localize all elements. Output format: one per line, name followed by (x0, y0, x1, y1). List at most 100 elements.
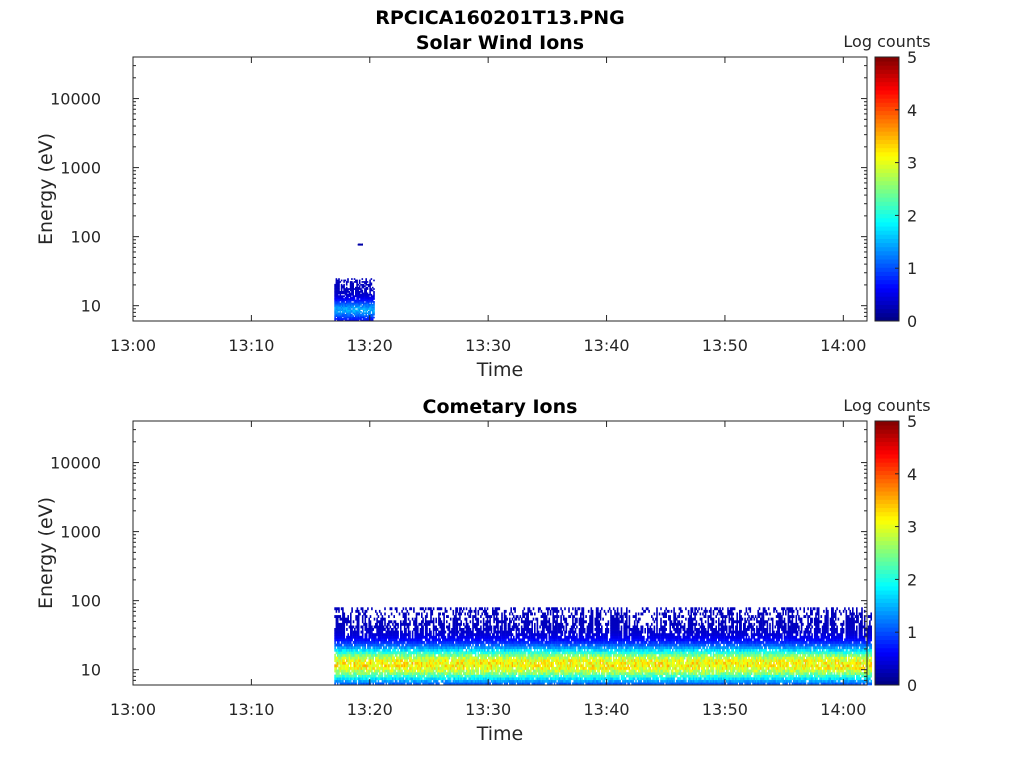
heatmap-cell (526, 672, 528, 675)
heatmap-cell (443, 664, 445, 668)
heatmap-cell (350, 646, 352, 650)
heatmap-cell (439, 666, 441, 670)
heatmap-cell (499, 638, 502, 642)
heatmap-cell (356, 664, 359, 668)
heatmap-cell (371, 309, 374, 312)
heatmap-cell (520, 617, 523, 621)
heatmap-cell (403, 659, 406, 662)
heatmap-cell (459, 664, 461, 668)
heatmap-cell (365, 311, 367, 313)
heatmap-cell (484, 653, 486, 657)
heatmap-cell (336, 674, 339, 678)
heatmap-cell (353, 316, 356, 319)
heatmap-cell (459, 677, 461, 681)
heatmap-cell (430, 659, 432, 662)
heatmap-cell (524, 661, 527, 665)
heatmap-cell (510, 628, 512, 631)
heatmap-cell (507, 674, 510, 678)
heatmap-cell (418, 659, 420, 662)
heatmap-cell (336, 282, 339, 285)
heatmap-cell (457, 679, 460, 683)
heatmap-cell (548, 630, 551, 634)
heatmap-cell (403, 635, 406, 639)
heatmap-cell (427, 651, 430, 655)
heatmap-cell (368, 295, 370, 297)
heatmap-cell (355, 306, 357, 309)
heatmap-cell (422, 674, 424, 678)
heatmap-cell (469, 682, 472, 686)
heatmap-cell (499, 679, 502, 683)
heatmap-cells (334, 243, 375, 322)
heatmap-cell (453, 630, 456, 634)
heatmap-cell (498, 666, 501, 670)
heatmap-cell (380, 661, 382, 665)
heatmap-cell (509, 648, 511, 652)
heatmap-cell (376, 656, 378, 660)
heatmap-cell (553, 620, 556, 624)
heatmap-cell (363, 677, 365, 681)
heatmap-cell (339, 302, 342, 305)
heatmap-cell (426, 682, 428, 686)
heatmap-cell (356, 635, 359, 639)
heatmap-cell (394, 651, 397, 655)
heatmap-cell (369, 293, 371, 296)
heatmap-cell (544, 672, 547, 675)
heatmap-cell (381, 628, 384, 631)
heatmap-cell (355, 286, 357, 289)
heatmap-cell (460, 646, 462, 650)
heatmap-cell (481, 659, 483, 662)
heatmap-cell (417, 679, 419, 683)
heatmap-cell (403, 630, 406, 634)
heatmap-cell (434, 653, 436, 657)
heatmap-cell (535, 617, 537, 621)
panel-title: Solar Wind Ions (416, 32, 584, 54)
heatmap-cell (456, 620, 459, 624)
heatmap-cell (493, 617, 495, 621)
heatmap-cell (340, 659, 343, 662)
heatmap-cell (455, 615, 457, 618)
heatmap-cell (342, 625, 344, 629)
heatmap-cell (360, 659, 363, 662)
heatmap-cell (486, 628, 489, 631)
heatmap-cell (503, 677, 506, 681)
heatmap-cell (531, 653, 533, 657)
heatmap-cell (390, 656, 393, 660)
heatmap-cell (488, 628, 490, 631)
heatmap-cell (348, 638, 351, 642)
heatmap-cell (461, 633, 464, 637)
heatmap-cell (360, 682, 363, 686)
heatmap-cell (394, 646, 397, 650)
heatmap-cell (388, 669, 390, 673)
heatmap-cell (556, 633, 558, 637)
heatmap-cell (549, 648, 552, 652)
heatmap-cell (400, 628, 402, 631)
heatmap-cell (428, 638, 431, 642)
heatmap-cell (339, 682, 342, 686)
heatmap-cell (382, 666, 385, 670)
heatmap-cell (369, 296, 371, 299)
heatmap-cell (350, 628, 352, 631)
heatmap-cell (551, 677, 553, 681)
heatmap-cell (362, 305, 365, 307)
heatmap-cell (455, 612, 457, 616)
heatmap-cell (455, 625, 457, 629)
heatmap-cell (503, 672, 506, 675)
heatmap-cell (335, 293, 338, 296)
heatmap-cell (376, 628, 378, 631)
heatmap-cell (540, 641, 543, 644)
heatmap-cell (385, 646, 388, 650)
heatmap-cell (522, 666, 524, 670)
heatmap-cell (427, 638, 430, 642)
heatmap-cell (464, 651, 466, 655)
heatmap-cell (355, 291, 357, 293)
heatmap-cell (464, 612, 466, 616)
heatmap-cell (438, 615, 440, 618)
heatmap-cell (335, 635, 338, 639)
heatmap-cell (545, 674, 548, 678)
heatmap-cell (549, 643, 552, 647)
heatmap-cell (439, 656, 441, 660)
heatmap-cell (426, 661, 428, 665)
heatmap-cell (364, 309, 366, 312)
heatmap-cell (472, 679, 474, 683)
heatmap-cell (522, 643, 524, 647)
